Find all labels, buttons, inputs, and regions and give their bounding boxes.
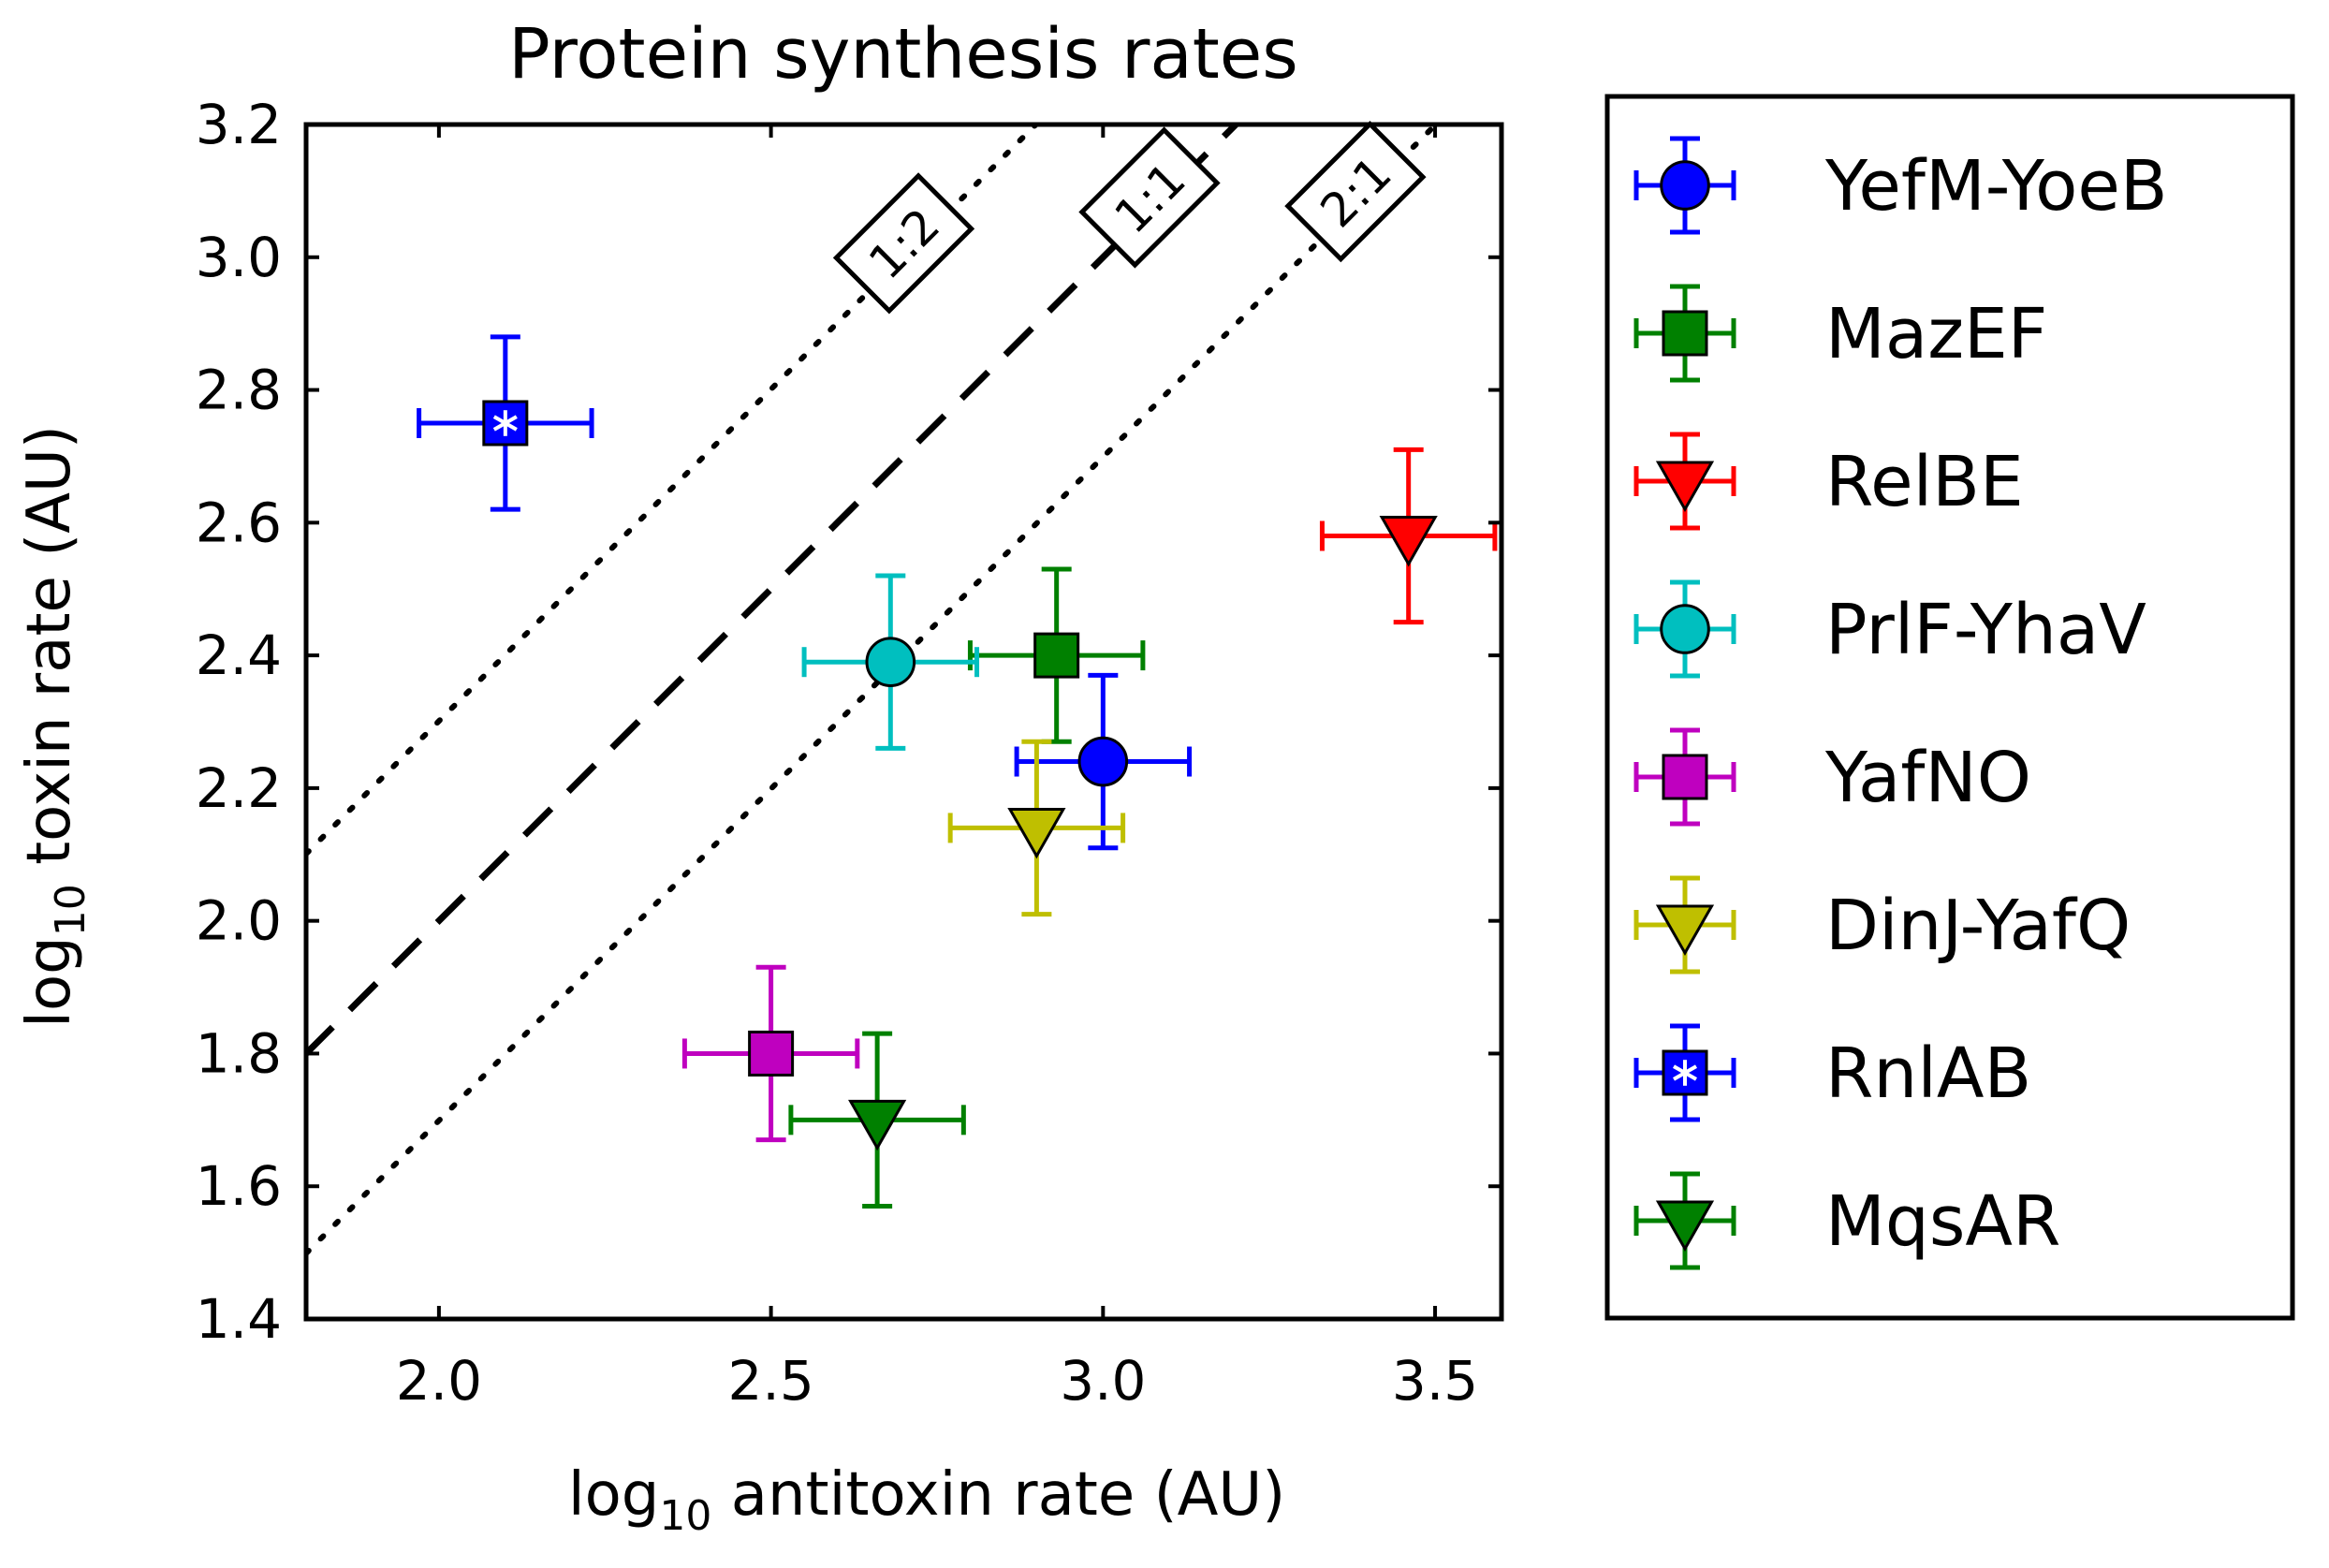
data-point-yafno [681, 964, 860, 1143]
legend-entry-mqsar: MqsAR [1633, 1171, 2060, 1270]
marker-triangle [1379, 516, 1438, 567]
x-axis-ticks: 2.0 2.5 3.0 3.5 [396, 125, 1478, 1413]
chart-title: Protein synthesis rates [508, 14, 1298, 95]
marker-square [748, 1030, 795, 1077]
data-point-rnlab [417, 334, 594, 512]
marker-star-stroke [492, 415, 518, 432]
legend: YefM-YoeB MazEF RelBE PrlF-YhaV YafNO DinJ-Ya… [1633, 136, 2168, 1270]
plot-frame [303, 122, 1504, 1322]
ratio-label-box [1078, 126, 1221, 269]
y-axis-label-prefix: log [15, 936, 84, 1028]
x-tick-label: 3.5 [1392, 1349, 1478, 1413]
y-tick-label: 2.2 [196, 756, 282, 820]
x-tick-label: 2.0 [396, 1349, 482, 1413]
x-axis-label-suffix: antitoxin rate (AU) [711, 1460, 1285, 1530]
y-tick-label: 3.0 [196, 226, 282, 289]
legend-label: YefM-YoeB [1824, 146, 2168, 227]
data-point-relbe [1319, 447, 1498, 625]
x-axis-label-subscript: 10 [659, 1492, 711, 1540]
legend-entry-relbe: RelBE [1633, 432, 2024, 531]
y-tick-label: 3.2 [196, 93, 282, 156]
legend-label: RelBE [1825, 442, 2024, 522]
legend-label: RnlAB [1825, 1033, 2031, 1114]
legend-label: YafNO [1824, 738, 2031, 818]
legend-entry-rnlab: RnlAB [1633, 1023, 2031, 1122]
legend-label: PrlF-YhaV [1825, 590, 2146, 670]
legend-entry-yefm-yoeb: YefM-YoeB [1633, 136, 2168, 235]
ratio-label-2-1: 2:1 [1284, 120, 1427, 263]
y-tick-label: 1.4 [196, 1287, 282, 1351]
legend-frame [1604, 94, 2295, 1321]
y-axis-label-subscript: 10 [47, 884, 95, 936]
y-tick-label: 2.0 [196, 889, 282, 953]
y-axis-ticks: 1.4 1.6 1.8 2.0 2.2 2.4 2.6 2.8 3.0 3.2 [196, 93, 1501, 1351]
data-points [417, 334, 1498, 1209]
marker-circle [865, 637, 916, 688]
reference-line-labels: 1:2 1:1 2:1 [832, 120, 1427, 315]
marker-circle [1660, 604, 1710, 654]
marker-triangle [1007, 807, 1066, 859]
marker-star-stroke [1672, 1064, 1698, 1081]
marker-square [1662, 754, 1708, 800]
legend-entry-yafno: YafNO [1633, 727, 2031, 827]
x-axis-label-prefix: log [568, 1460, 660, 1530]
plot-area [306, 125, 1501, 1319]
marker-square [1033, 632, 1080, 679]
marker-triangle [1655, 461, 1715, 512]
y-tick-label: 1.6 [196, 1154, 282, 1218]
legend-label: DinJ-YafQ [1825, 886, 2131, 966]
y-axis-label: log10 toxin rate (AU) [15, 425, 95, 1028]
y-tick-label: 2.6 [196, 491, 282, 554]
marker-triangle [1655, 1200, 1715, 1252]
legend-entry-prlf-yhav: PrlF-YhaV [1633, 579, 2146, 679]
marker-circle [1660, 160, 1710, 211]
ratio-label-box [832, 172, 975, 315]
reference-line-1-1 [306, 125, 1241, 1056]
marker-triangle [1655, 904, 1715, 956]
legend-entry-mazef: MazEF [1633, 284, 2047, 383]
legend-entry-dinj-yafq: DinJ-YafQ [1633, 875, 2131, 975]
y-tick-label: 2.8 [196, 359, 282, 422]
marker-triangle [848, 1099, 907, 1151]
data-point-yefm-yoeb [1014, 672, 1193, 851]
y-axis-label-suffix: toxin rate (AU) [15, 425, 84, 884]
y-tick-label: 2.4 [196, 623, 282, 687]
x-tick-label: 3.0 [1060, 1349, 1146, 1413]
x-tick-label: 2.5 [727, 1349, 813, 1413]
x-axis-label: log10 antitoxin rate (AU) [568, 1460, 1285, 1540]
data-point-prlf-yhav [801, 573, 980, 751]
legend-label: MazEF [1825, 294, 2047, 374]
marker-square [1662, 310, 1708, 357]
data-point-dinj-yafq [947, 739, 1126, 917]
data-point-mqsar [788, 1031, 966, 1209]
marker-circle [1077, 736, 1129, 787]
legend-label: MqsAR [1825, 1181, 2060, 1262]
ratio-label-box [1284, 120, 1427, 263]
y-tick-label: 1.8 [196, 1021, 282, 1085]
data-point-mazef [967, 566, 1146, 744]
